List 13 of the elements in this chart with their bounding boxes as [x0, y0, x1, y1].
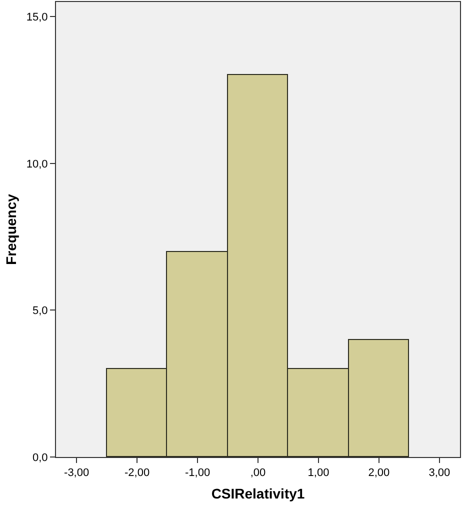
x-tick-label: 1,00 — [308, 467, 330, 480]
x-tick-label: ,00 — [250, 467, 266, 480]
x-tick-label: -3,00 — [64, 467, 90, 480]
x-tick-label: -1,00 — [184, 467, 210, 480]
y-tick-label: 0,0 — [32, 452, 48, 464]
y-axis-title: Frequency — [2, 194, 19, 265]
y-tick-label: 5,0 — [32, 305, 48, 318]
y-tick-label: 15,0 — [26, 12, 48, 24]
x-tick-label: -2,00 — [124, 467, 150, 480]
x-axis-title: CSIRelativity1 — [211, 486, 305, 502]
y-tick-label: 10,0 — [26, 158, 48, 170]
x-tick-label: 3,00 — [428, 467, 450, 480]
x-tick-label: 2,00 — [368, 467, 390, 480]
